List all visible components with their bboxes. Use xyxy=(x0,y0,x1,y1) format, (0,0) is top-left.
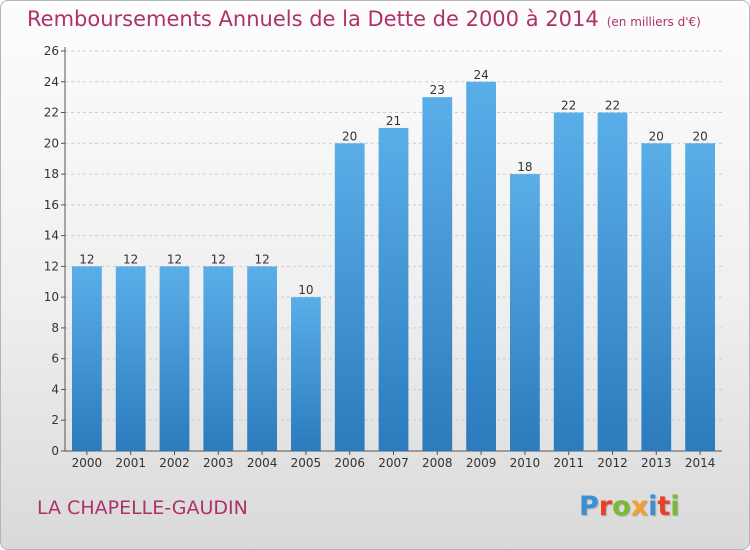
x-tick-label: 2001 xyxy=(115,456,146,470)
y-tick-label: 8 xyxy=(51,321,59,335)
bars xyxy=(72,81,715,452)
logo-letter: i xyxy=(648,491,658,522)
x-tick-label: 2014 xyxy=(685,456,716,470)
chart-subtitle: (en milliers d'€) xyxy=(606,15,701,29)
bar xyxy=(203,266,234,451)
bar xyxy=(641,143,672,452)
x-tick-label: 2002 xyxy=(159,456,190,470)
data-label: 10 xyxy=(298,283,313,297)
data-label: 18 xyxy=(517,160,532,174)
y-tick-label: 14 xyxy=(44,229,59,243)
x-tick-label: 2007 xyxy=(378,456,409,470)
x-tick-label: 2010 xyxy=(510,456,541,470)
y-tick-label: 24 xyxy=(44,75,59,89)
bar xyxy=(378,127,409,451)
data-labels: 12 12 12 12 12 10 20 21 23 24 18 22 22 20 20 xyxy=(79,68,707,297)
y-tick-label: 26 xyxy=(44,44,59,58)
bar xyxy=(685,143,715,452)
data-label: 20 xyxy=(649,129,664,143)
y-tick-label: 4 xyxy=(51,382,59,396)
bar xyxy=(72,266,102,451)
x-tick-label: 2013 xyxy=(641,456,672,470)
data-label: 22 xyxy=(605,99,620,113)
data-label: 12 xyxy=(254,252,269,266)
commune-name: LA CHAPELLE-GAUDIN xyxy=(37,497,248,519)
data-label: 24 xyxy=(473,68,488,82)
y-tick-label: 18 xyxy=(44,167,59,181)
x-tick-label: 2000 xyxy=(72,456,103,470)
logo-letter: x xyxy=(630,491,649,522)
y-tick-label: 0 xyxy=(51,444,59,458)
y-tick-label: 10 xyxy=(44,290,59,304)
x-tick-label: 2003 xyxy=(203,456,234,470)
y-tick-label: 6 xyxy=(51,352,59,366)
bar xyxy=(466,81,496,452)
data-label: 20 xyxy=(342,129,357,143)
bar xyxy=(247,266,277,451)
y-tick-label: 16 xyxy=(44,198,59,212)
logo-letter: r xyxy=(598,491,613,522)
logo-letter: P xyxy=(579,491,599,522)
y-tick-label: 12 xyxy=(44,259,59,273)
data-label: 22 xyxy=(561,99,576,113)
x-tick-label: 2004 xyxy=(247,456,278,470)
bar xyxy=(510,174,540,452)
chart-title: Remboursements Annuels de la Dette de 20… xyxy=(27,7,701,31)
data-label: 12 xyxy=(123,252,138,266)
x-tick-label: 2009 xyxy=(466,456,497,470)
data-label: 23 xyxy=(430,83,445,97)
x-tick-label: 2005 xyxy=(291,456,322,470)
bar xyxy=(159,266,190,451)
logo-letter: t xyxy=(657,491,671,522)
data-label: 12 xyxy=(79,252,94,266)
y-tick-label: 20 xyxy=(44,136,59,150)
x-tick-label: 2011 xyxy=(553,456,584,470)
x-tick-label: 2012 xyxy=(597,456,628,470)
y-tick-label: 2 xyxy=(51,413,59,427)
chart-title-text: Remboursements Annuels de la Dette de 20… xyxy=(27,7,599,31)
logo-letter: i xyxy=(670,491,680,522)
y-tick-label: 22 xyxy=(44,106,59,120)
bar xyxy=(334,143,365,452)
data-label: 21 xyxy=(386,114,401,128)
data-label: 12 xyxy=(211,252,226,266)
logo-letter: o xyxy=(612,491,631,522)
x-tick-label: 2006 xyxy=(334,456,365,470)
x-tick-label: 2008 xyxy=(422,456,453,470)
bar xyxy=(422,97,453,452)
bar xyxy=(553,112,584,452)
proxiti-logo[interactable]: Proxiti xyxy=(579,491,680,522)
bar xyxy=(115,266,146,451)
data-label: 20 xyxy=(692,129,707,143)
bar xyxy=(597,112,628,452)
bar xyxy=(291,297,321,451)
data-label: 12 xyxy=(167,252,182,266)
